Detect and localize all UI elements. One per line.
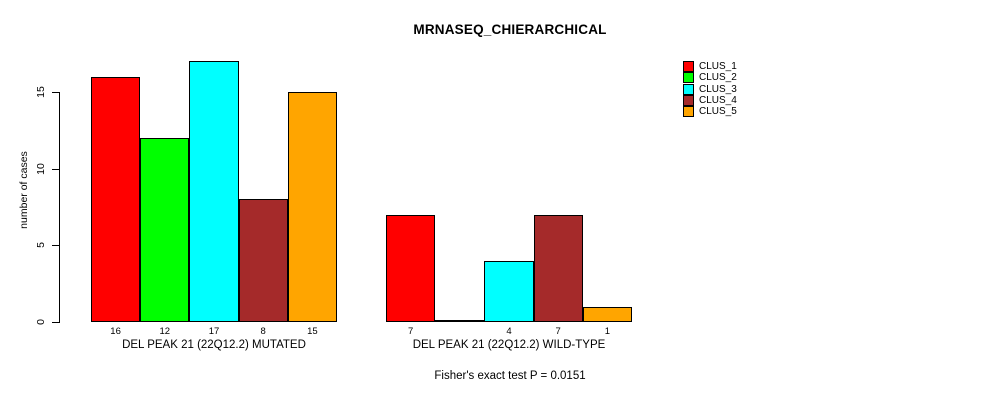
legend-label: CLUS_5 [699, 106, 737, 118]
legend: CLUS_1 CLUS_2 CLUS_3 CLUS_4 CLUS_5 [683, 61, 737, 118]
bar [189, 61, 239, 322]
bar-value-label: 16 [110, 326, 121, 337]
bar-value-label: 7 [407, 326, 414, 337]
legend-label: CLUS_2 [699, 72, 737, 84]
bar [582, 306, 632, 322]
chart-title: MRNASEQ_CHIERARCHICAL [413, 22, 607, 37]
legend-item: CLUS_2 [683, 72, 737, 84]
legend-swatch [683, 106, 694, 118]
legend-swatch [683, 83, 694, 95]
bar-value-label: 7 [555, 326, 561, 337]
bar [91, 76, 141, 322]
bar [533, 214, 583, 322]
bar-value-label: 4 [506, 326, 512, 337]
bar [386, 214, 436, 322]
bar [287, 92, 337, 322]
bar-value-label: 1 [604, 326, 611, 337]
legend-label: CLUS_3 [699, 83, 737, 95]
legend-item: CLUS_5 [683, 106, 737, 118]
x-axis-group-label: DEL PEAK 21 (22Q12.2) MUTATED [122, 339, 306, 351]
bar [140, 138, 190, 322]
legend-swatch [683, 72, 694, 84]
statistical-test-annotation: Fisher's exact test P = 0.0151 [434, 370, 586, 382]
bar-value-label: 12 [159, 326, 171, 337]
bar-value-label: 15 [307, 326, 318, 337]
legend-swatch [683, 95, 694, 107]
bar-value-label: 8 [260, 326, 266, 337]
x-axis-group-label: DEL PEAK 21 (22Q12.2) WILD-TYPE [412, 339, 606, 351]
y-tick-mark [52, 168, 59, 170]
legend-item: CLUS_3 [683, 83, 737, 95]
bar [435, 320, 485, 322]
bar-value-label: 17 [208, 326, 220, 337]
y-axis-line [59, 92, 60, 323]
y-tick-mark [52, 92, 59, 93]
legend-label: CLUS_4 [699, 95, 737, 107]
bar [238, 199, 288, 322]
y-tick-mark [52, 322, 59, 323]
legend-swatch [683, 61, 694, 73]
legend-item: CLUS_1 [683, 61, 737, 73]
bar [484, 260, 534, 322]
y-tick-mark [52, 245, 59, 247]
legend-label: CLUS_1 [699, 61, 737, 73]
legend-item: CLUS_4 [683, 95, 737, 107]
